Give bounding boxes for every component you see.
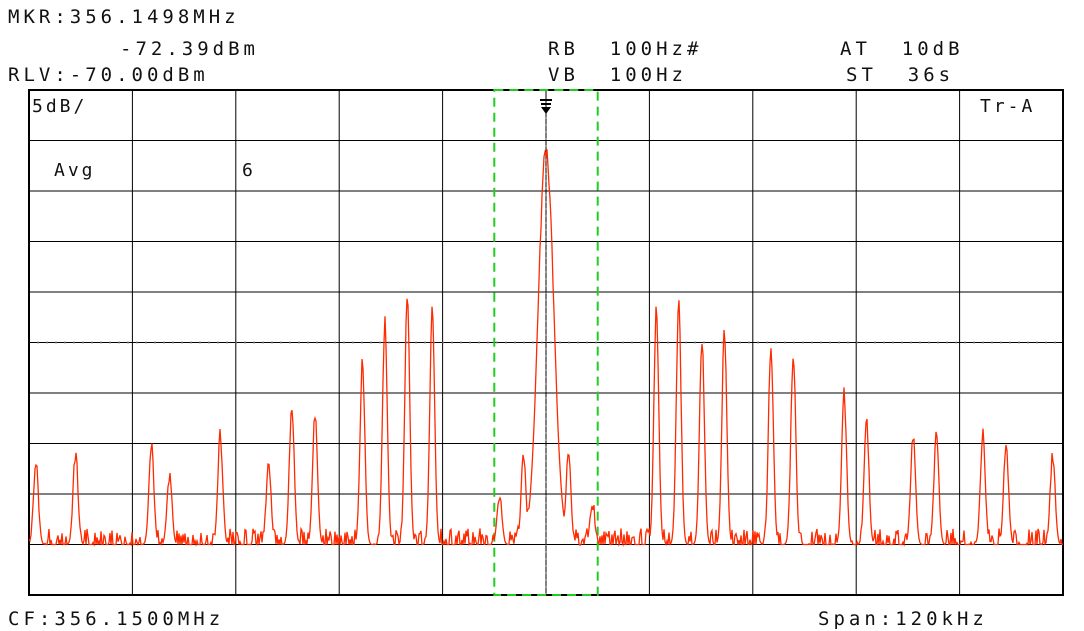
center-frequency: CF:356.1500MHz: [8, 608, 225, 630]
marker-frequency: MKR:356.1498MHz: [8, 6, 240, 28]
frequency-span: Span:120kHz: [818, 608, 988, 630]
resolution-bandwidth: RB 100Hz#: [548, 38, 703, 60]
attenuation: AT 10dB: [840, 38, 964, 60]
scale-label: 5dB/: [32, 96, 88, 117]
marker-window: [493, 89, 599, 596]
spectrum-trace: [28, 149, 1064, 548]
marker-triangle: [541, 107, 551, 114]
video-bandwidth: VB 100Hz: [548, 64, 687, 86]
reference-level: RLV:-70.00dBm: [8, 64, 209, 86]
average-label: Avg: [54, 160, 96, 181]
average-count: 6: [242, 160, 256, 181]
sweep-time: ST 36s: [846, 64, 955, 86]
marker-level: -72.39dBm: [120, 38, 259, 60]
marker-symbol: [540, 99, 552, 114]
trace-label: Tr-A: [980, 96, 1036, 117]
